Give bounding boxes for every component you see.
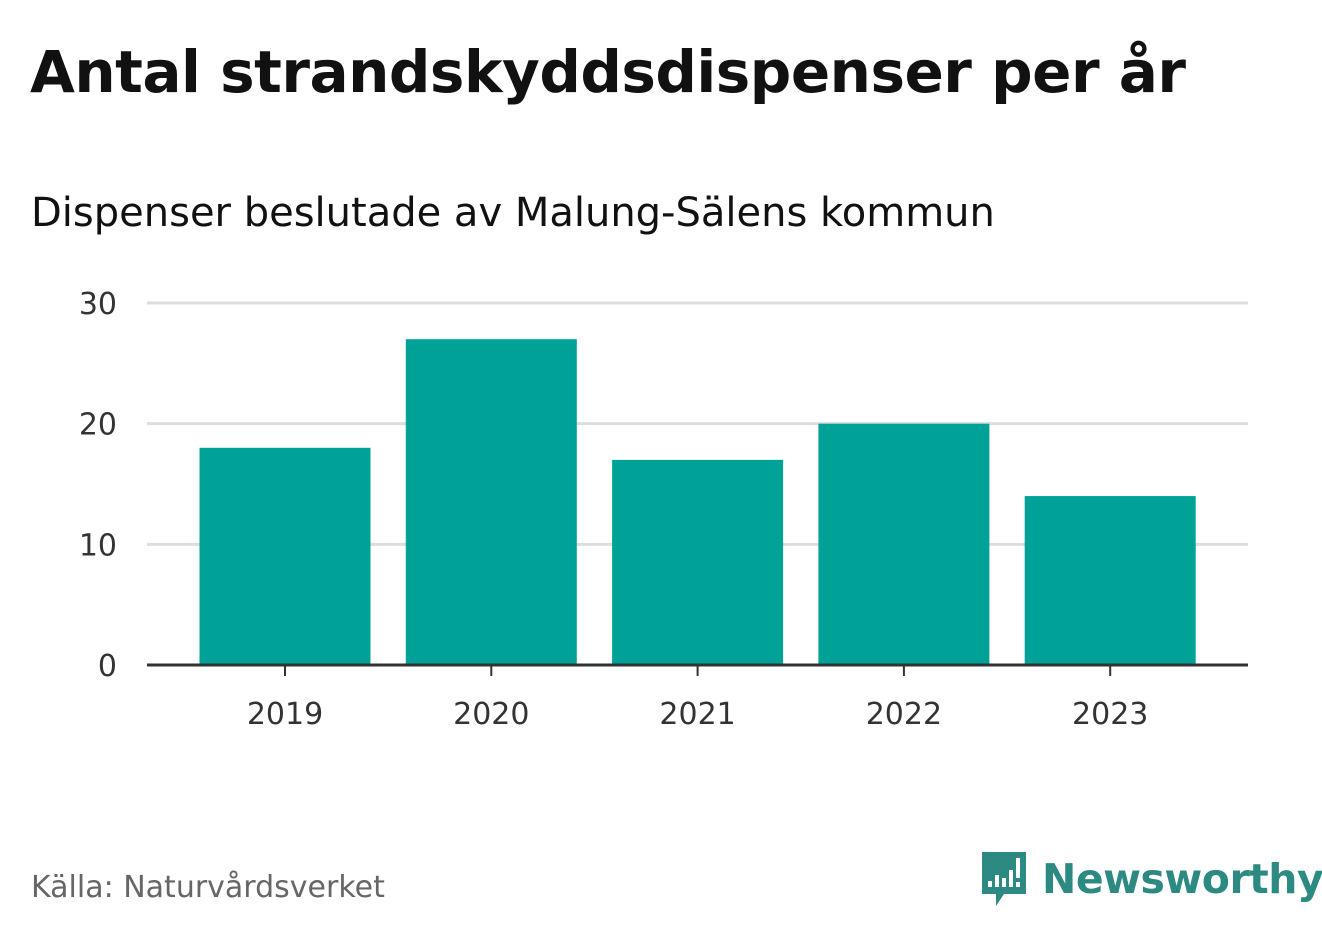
x-tick-label-2023: 2023 (1072, 697, 1148, 732)
x-tick-label-2021: 2021 (659, 697, 735, 732)
newsworthy-logo-icon (982, 852, 1026, 906)
x-tick-label-2019: 2019 (247, 697, 323, 732)
source-note: Källa: Naturvårdsverket (31, 870, 385, 905)
y-tick-label-10: 10 (79, 528, 117, 563)
y-tick-label-20: 20 (79, 408, 117, 443)
bar-2021 (612, 459, 784, 665)
chart-title: Antal strandskyddsdispenser per år (30, 38, 1186, 106)
x-tick-label-2022: 2022 (866, 697, 942, 732)
bar-2019 (199, 447, 371, 665)
bar-chart: 0 10 20 30 2019 2020 2021 2022 2023 (79, 287, 1248, 732)
bar-2022 (818, 423, 990, 665)
bar-2023 (1024, 496, 1196, 665)
brand-logo: Newsworthy (980, 848, 1322, 910)
y-tick-label-30: 30 (79, 287, 117, 322)
y-tick-label-0: 0 (98, 649, 117, 684)
chart-subtitle: Dispenser beslutade av Malung-Sälens kom… (31, 190, 995, 236)
x-tick-label-2020: 2020 (453, 697, 529, 732)
bar-2020 (405, 339, 577, 665)
brand-name: Newsworthy (1042, 855, 1322, 903)
